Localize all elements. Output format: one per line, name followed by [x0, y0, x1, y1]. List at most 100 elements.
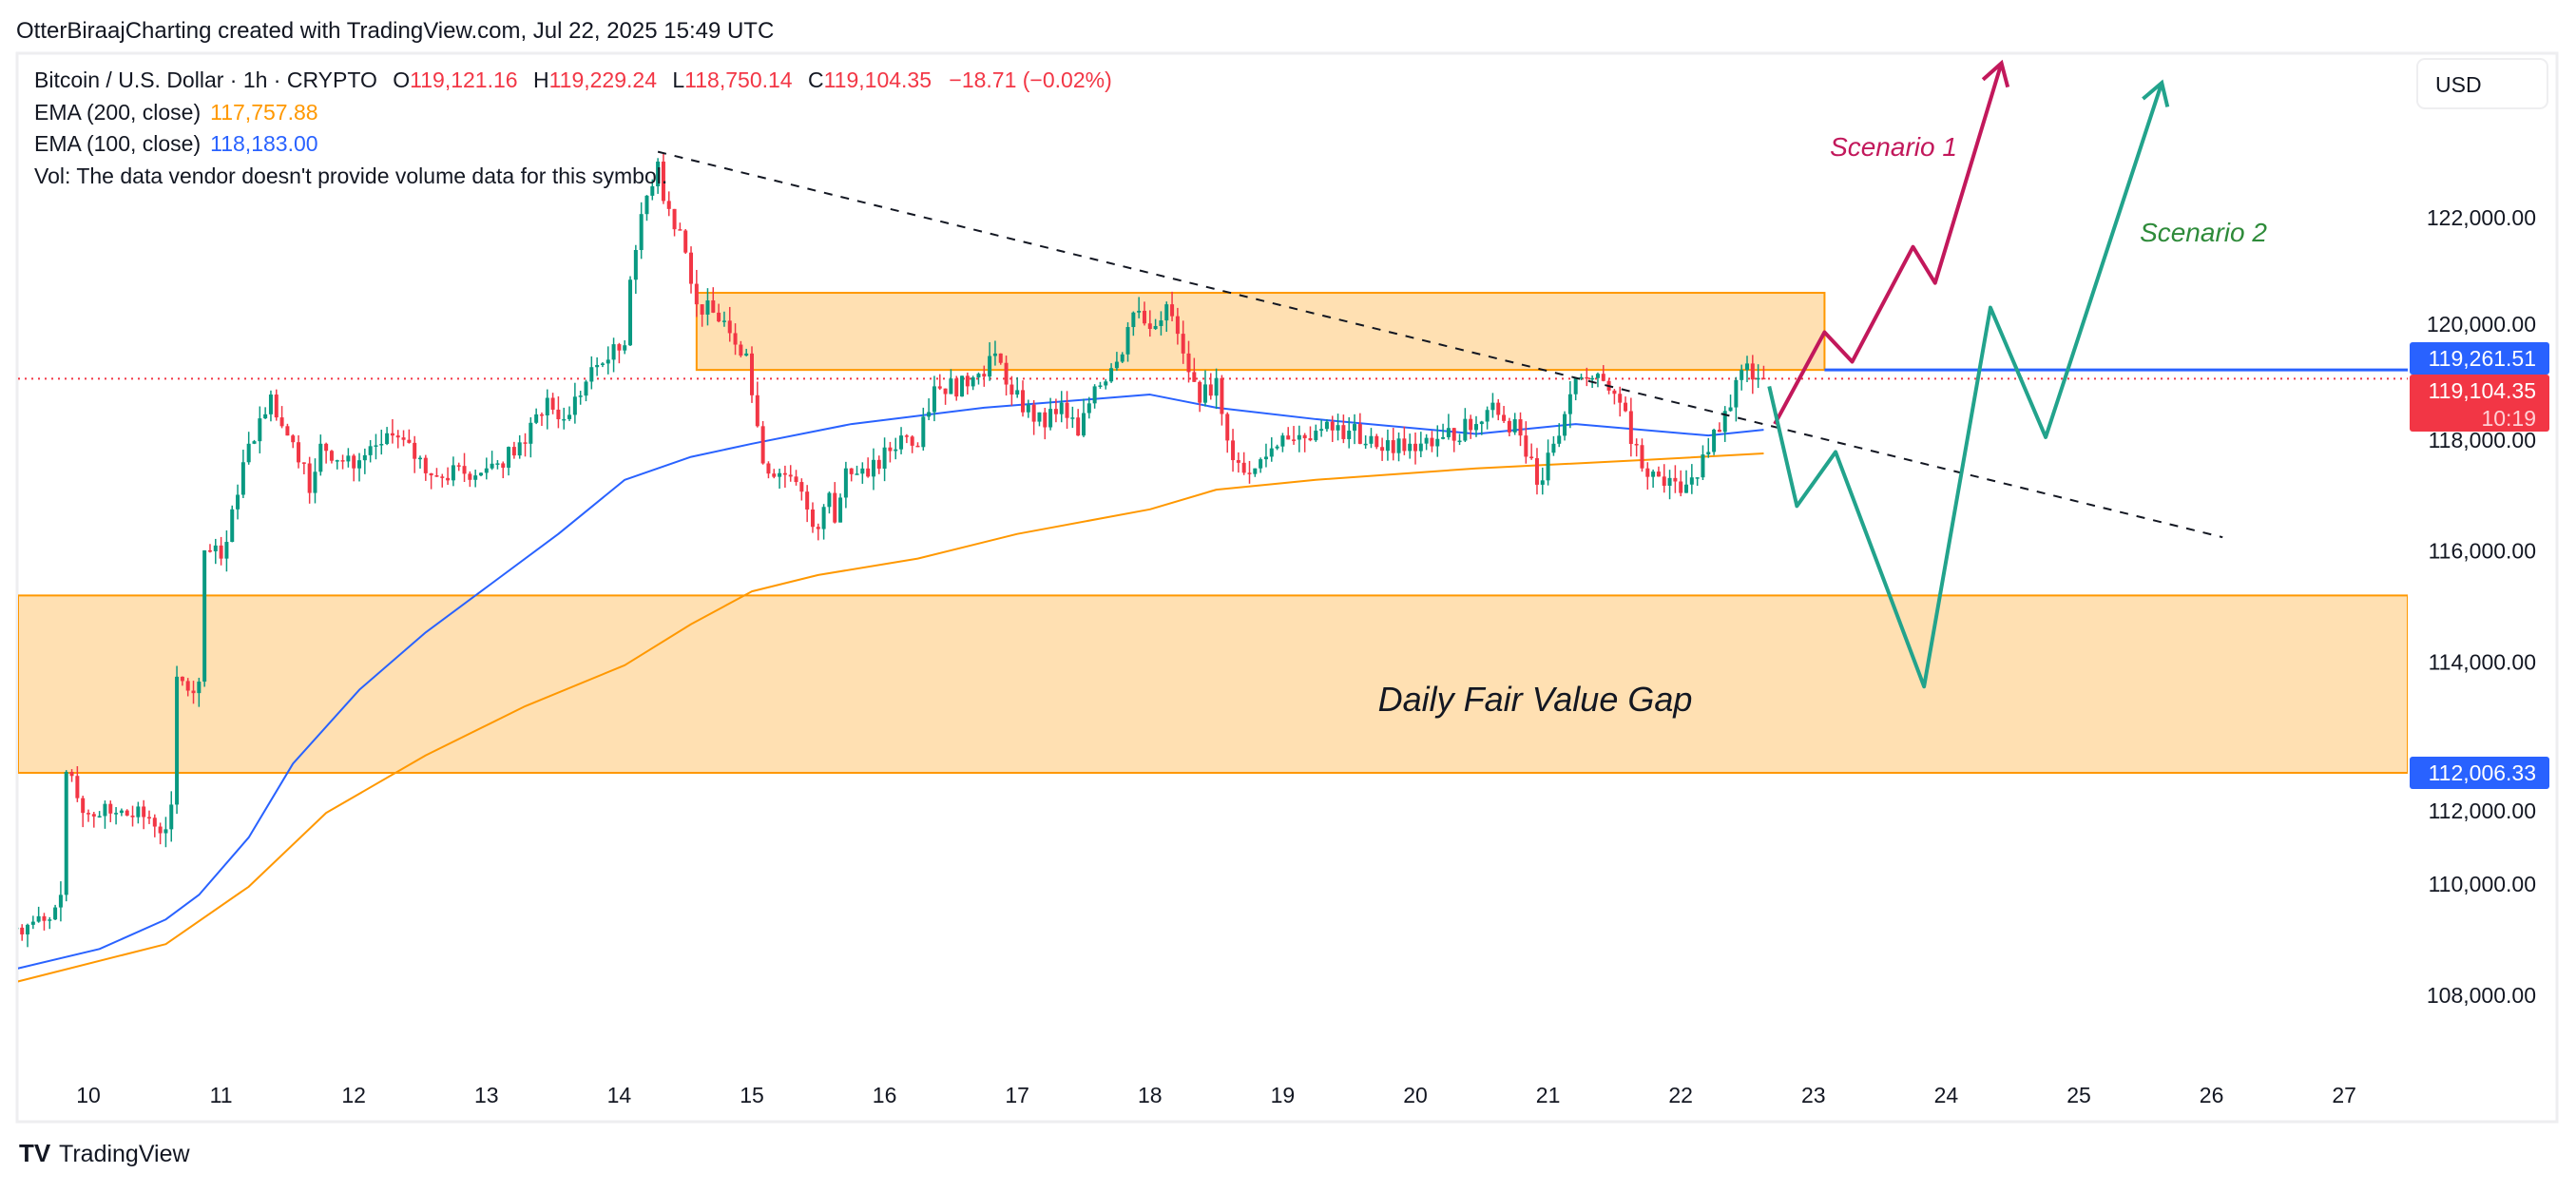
legend-ema100[interactable]: EMA (100, close) 118,183.00 — [34, 131, 318, 156]
candle — [291, 433, 296, 449]
candle — [1469, 414, 1473, 439]
candle — [1341, 414, 1346, 444]
candle-body — [1469, 418, 1473, 431]
price-axis[interactable]: 122,000.00 120,000.00 118,000.00 116,000.00… — [2427, 205, 2536, 1008]
candle-body — [1065, 402, 1069, 418]
ema100-line[interactable] — [16, 394, 1764, 970]
candle — [700, 304, 704, 327]
candle — [982, 365, 987, 387]
candle-body — [755, 394, 759, 427]
candle-body — [1357, 424, 1362, 444]
candle — [1534, 448, 1539, 495]
candle-body — [202, 549, 207, 683]
candle — [727, 306, 732, 342]
svg-text:USD: USD — [2435, 72, 2482, 97]
candle — [1679, 470, 1683, 497]
fvg-low-price-tag: 112,006.33 — [2410, 756, 2549, 789]
candle-body — [1347, 431, 1352, 439]
candle-body — [876, 459, 881, 469]
candle-body — [623, 345, 627, 351]
ema200-line[interactable] — [16, 452, 1764, 983]
candle-body — [297, 442, 301, 463]
candle — [523, 433, 528, 457]
fair-value-gap-zone[interactable] — [18, 594, 2408, 774]
candle-body — [1147, 323, 1152, 329]
scenario2-path[interactable] — [1767, 82, 2164, 689]
candle — [1563, 411, 1567, 441]
candle-body — [992, 353, 997, 356]
legend-ema200[interactable]: EMA (200, close) 117,757.88 — [34, 100, 318, 125]
candle — [1137, 297, 1142, 318]
candle-body — [285, 426, 290, 436]
candle — [97, 811, 102, 818]
candle-body — [689, 252, 694, 284]
candle — [666, 191, 671, 217]
candle — [1717, 422, 1721, 433]
candle-body — [910, 436, 914, 446]
time-axis[interactable]: 10 11 12 13 14 15 16 17 18 19 20 21 22 23 24 25 26 27 — [76, 1083, 2356, 1107]
candle-body — [600, 363, 605, 365]
candle — [1667, 470, 1672, 500]
candle — [744, 348, 749, 356]
candle-body — [440, 476, 445, 478]
candle — [473, 470, 478, 488]
candle — [434, 468, 439, 477]
candle-body — [413, 442, 417, 459]
candle — [766, 461, 771, 479]
candle — [119, 808, 124, 817]
candle — [855, 465, 859, 475]
candle-body — [1408, 443, 1413, 452]
candle — [301, 462, 306, 474]
candle-body — [1353, 424, 1357, 432]
legend-volume-note: Vol: The data vendor doesn't provide vol… — [34, 164, 667, 188]
candle-body — [545, 397, 549, 416]
candle — [1275, 444, 1279, 451]
candle — [937, 374, 942, 391]
candle — [1147, 310, 1152, 337]
candle-body — [318, 443, 323, 472]
candle-body — [219, 545, 223, 559]
candle — [18, 927, 19, 930]
candle-body — [263, 414, 268, 419]
scenario2-label: Scenario 2 — [2140, 218, 2267, 247]
candle-body — [395, 435, 400, 438]
candle — [423, 454, 428, 481]
candle-body — [507, 447, 511, 468]
candle-body — [915, 445, 920, 448]
currency-button[interactable]: USD — [2416, 58, 2548, 109]
candle-body — [1441, 436, 1446, 439]
candle-body — [1186, 353, 1191, 373]
candle — [1402, 426, 1407, 455]
candle — [511, 441, 516, 459]
scenario1-path[interactable] — [1773, 62, 2004, 426]
candle-body — [1496, 402, 1501, 415]
candle-body — [1059, 402, 1064, 414]
candle — [1396, 432, 1401, 462]
candle — [1170, 291, 1175, 322]
candle — [440, 473, 445, 488]
candle — [705, 288, 710, 326]
candle-body — [717, 312, 721, 322]
plot-area[interactable] — [14, 59, 2408, 983]
low-value: 118,750.14 — [684, 67, 793, 92]
candle-body — [1518, 419, 1523, 436]
candle-body — [75, 776, 80, 799]
candle-body — [462, 466, 467, 474]
candle — [1463, 408, 1468, 443]
candle — [1524, 421, 1528, 464]
candle — [1634, 438, 1639, 457]
candle-body — [1159, 320, 1163, 326]
candle-body — [252, 441, 257, 444]
tradingview-logo[interactable]: TV TradingView — [19, 1139, 191, 1167]
candle — [1408, 433, 1413, 459]
candle — [606, 346, 610, 375]
candle-body — [760, 426, 765, 464]
candle — [1247, 460, 1252, 484]
candle-body — [1689, 477, 1694, 485]
supply-zone[interactable] — [695, 292, 1826, 372]
candle — [1628, 397, 1633, 457]
date-tick-label: 10 — [76, 1083, 101, 1107]
candle — [258, 406, 262, 453]
candle — [1214, 368, 1219, 410]
